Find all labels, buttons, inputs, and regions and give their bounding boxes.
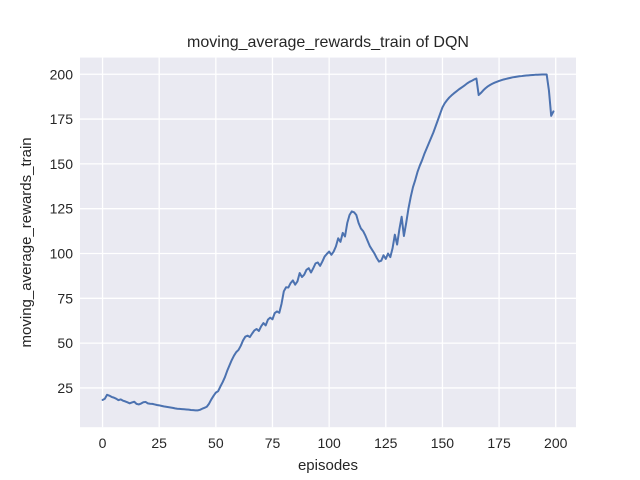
x-tick-label: 25 [151, 435, 167, 451]
x-tick-label: 100 [317, 435, 341, 451]
series-lines [101, 73, 555, 412]
y-tick-label: 200 [50, 66, 74, 82]
x-axis-label: episodes [298, 457, 358, 474]
y-tick-label: 25 [57, 380, 73, 396]
y-tick-label: 125 [50, 201, 74, 217]
plot-area [80, 57, 576, 428]
x-tick-label: 50 [208, 435, 224, 451]
x-tick-labels: 0 25 50 75 100 125 150 175 200 [99, 435, 568, 451]
series-line-moving_average_rewards_train [101, 73, 555, 412]
chart-title: moving_average_rewards_train of DQN [187, 34, 469, 51]
x-tick-label: 200 [544, 435, 568, 451]
x-tick-label: 125 [374, 435, 398, 451]
y-tick-label: 50 [57, 335, 73, 351]
y-tick-label: 150 [50, 156, 74, 172]
y-tick-label: 75 [57, 290, 73, 306]
x-tick-label: 75 [265, 435, 281, 451]
y-axis-label: moving_average_rewards_train [18, 137, 35, 347]
x-tick-label: 0 [99, 435, 107, 451]
y-tick-label: 100 [50, 246, 74, 262]
y-tick-labels: 25 50 75 100 125 150 175 200 [50, 66, 74, 396]
y-tick-label: 175 [50, 111, 74, 127]
x-tick-label: 175 [487, 435, 511, 451]
x-tick-label: 150 [431, 435, 455, 451]
